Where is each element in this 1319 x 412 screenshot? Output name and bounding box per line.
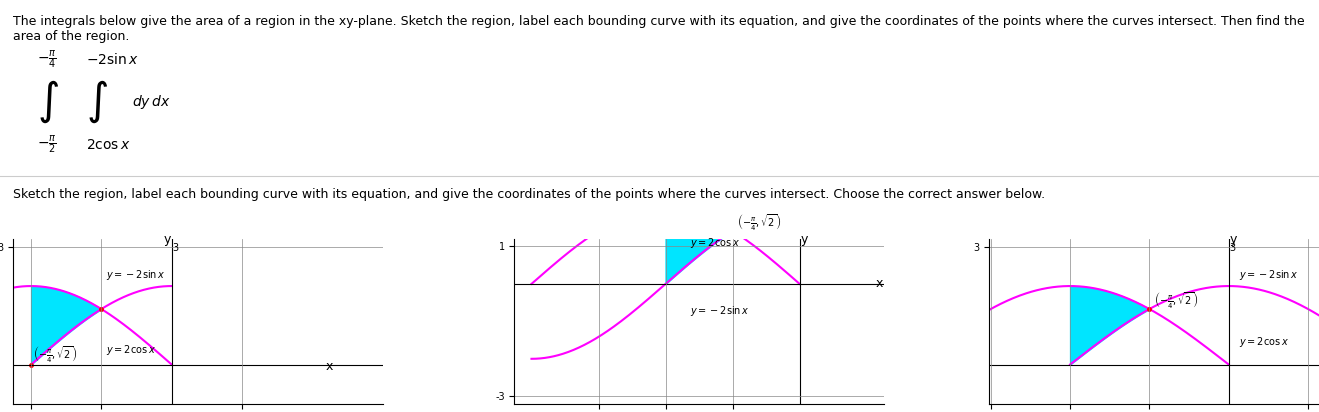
Text: $y=2\cos x$: $y=2\cos x$ bbox=[1239, 335, 1289, 349]
Text: C.: C. bbox=[1010, 244, 1028, 259]
Text: y: y bbox=[801, 233, 807, 246]
Text: ○: ○ bbox=[13, 244, 25, 258]
Text: $y=2\cos x$: $y=2\cos x$ bbox=[690, 236, 740, 250]
Text: $dy\,dx$: $dy\,dx$ bbox=[132, 93, 170, 111]
Text: $-2\sin x$: $-2\sin x$ bbox=[86, 52, 138, 67]
Text: The integrals below give the area of a region in the xy-plane. Sketch the region: The integrals below give the area of a r… bbox=[13, 15, 1304, 43]
Text: $2\cos x$: $2\cos x$ bbox=[86, 138, 131, 152]
Text: $\left(-\frac{\pi}{4},\sqrt{2}\right)$: $\left(-\frac{\pi}{4},\sqrt{2}\right)$ bbox=[1154, 290, 1199, 311]
Text: $y=2\cos x$: $y=2\cos x$ bbox=[106, 343, 156, 357]
Text: $\left(-\frac{\pi}{4},\sqrt{2}\right)$: $\left(-\frac{\pi}{4},\sqrt{2}\right)$ bbox=[737, 213, 781, 233]
Text: $-\frac{\pi}{2}$: $-\frac{\pi}{2}$ bbox=[37, 134, 57, 155]
Text: x: x bbox=[876, 277, 882, 290]
Text: ○: ○ bbox=[514, 244, 526, 258]
Text: $\int$: $\int$ bbox=[37, 79, 59, 125]
Text: $\left(-\frac{\pi}{4},\sqrt{2}\right)$: $\left(-\frac{\pi}{4},\sqrt{2}\right)$ bbox=[33, 344, 78, 365]
Text: 3: 3 bbox=[173, 243, 178, 253]
Text: ○: ○ bbox=[989, 244, 1001, 258]
Text: Sketch the region, label each bounding curve with its equation, and give the coo: Sketch the region, label each bounding c… bbox=[13, 188, 1046, 201]
Text: 3: 3 bbox=[1229, 243, 1236, 253]
Text: $y=-2\sin x$: $y=-2\sin x$ bbox=[1239, 268, 1298, 282]
Text: $y=-2\sin x$: $y=-2\sin x$ bbox=[106, 268, 165, 282]
Text: y: y bbox=[164, 233, 171, 246]
Text: A.: A. bbox=[34, 244, 51, 259]
Text: $\int$: $\int$ bbox=[86, 79, 108, 125]
Text: x: x bbox=[326, 360, 332, 373]
Text: $y=-2\sin x$: $y=-2\sin x$ bbox=[690, 304, 749, 318]
Text: y: y bbox=[1231, 233, 1237, 246]
Text: B.: B. bbox=[536, 244, 553, 259]
Text: $-\frac{\pi}{4}$: $-\frac{\pi}{4}$ bbox=[37, 49, 57, 70]
